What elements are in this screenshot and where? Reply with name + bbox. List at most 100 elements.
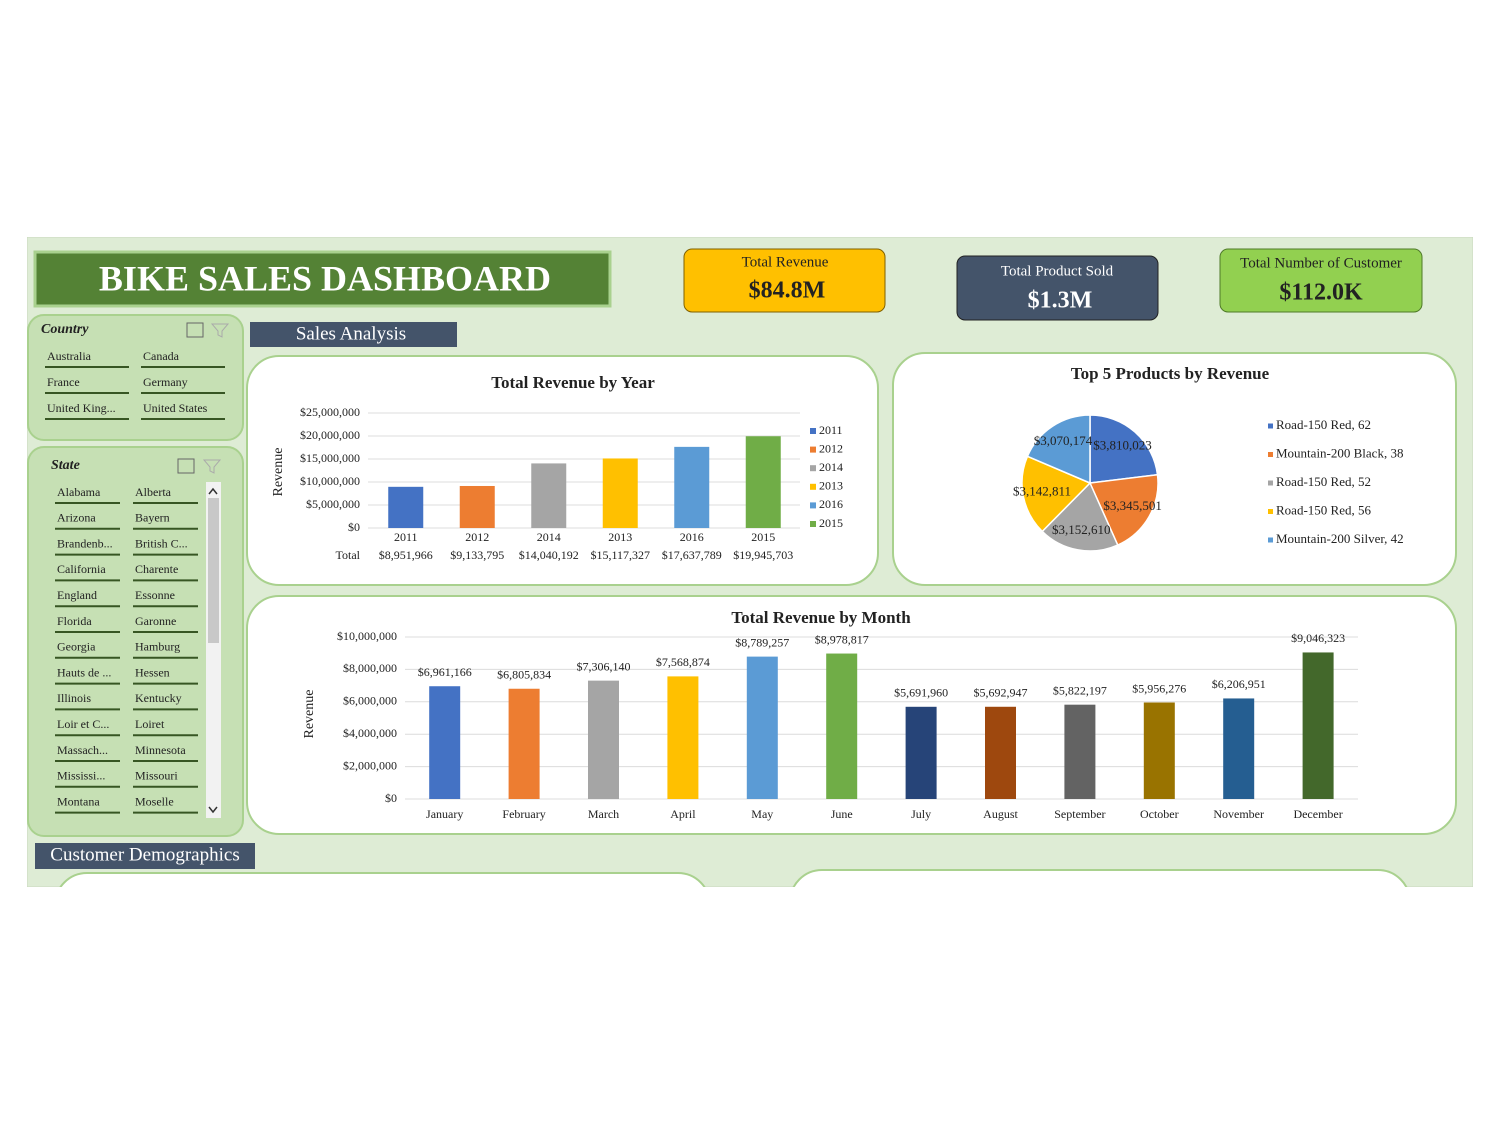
slicer-item[interactable]: Montana <box>57 794 100 808</box>
x-tick-label: 2014 <box>537 530 561 544</box>
legend-swatch <box>1268 537 1273 543</box>
slicer-item[interactable]: Australia <box>47 349 92 363</box>
slicer-item[interactable]: Moselle <box>135 794 174 808</box>
legend-swatch <box>1268 480 1273 486</box>
bar <box>674 446 710 528</box>
slicer-item[interactable]: United King... <box>47 401 116 415</box>
slicer-item[interactable]: Kentucky <box>135 691 182 705</box>
slicer-item[interactable]: Loiret <box>135 717 165 731</box>
slicer-item[interactable]: Brandenb... <box>57 536 113 550</box>
data-label: $7,306,140 <box>577 659 631 673</box>
bar <box>826 653 858 799</box>
kpi-value: $112.0K <box>1279 280 1363 306</box>
bar <box>388 486 424 528</box>
slicer-item[interactable]: British C... <box>135 536 188 550</box>
data-label: $9,133,795 <box>450 548 504 562</box>
x-tick-label: May <box>751 807 773 821</box>
y-tick-label: $8,000,000 <box>343 661 397 675</box>
slicer-item[interactable]: California <box>57 562 106 576</box>
bar <box>588 680 619 799</box>
data-label: $7,568,874 <box>656 655 710 669</box>
data-label: $17,637,789 <box>662 548 722 562</box>
slicer-item[interactable]: Alabama <box>57 485 101 499</box>
scroll-up[interactable] <box>208 487 218 495</box>
data-label: $5,692,947 <box>974 686 1028 700</box>
slicer-item[interactable]: Hamburg <box>135 640 180 654</box>
legend-label: 2012 <box>819 441 843 455</box>
slicer-item[interactable]: Hessen <box>135 665 170 679</box>
x-tick-label: July <box>911 807 931 821</box>
y-tick-label: $2,000,000 <box>343 758 397 772</box>
slicer-item[interactable]: England <box>57 588 97 602</box>
kpi-card <box>683 248 886 313</box>
multi-select-icon[interactable] <box>177 458 195 474</box>
legend-label: Road-150 Red, 56 <box>1276 502 1371 517</box>
bar <box>667 676 699 799</box>
clear-filter-icon[interactable] <box>210 323 230 338</box>
slicer-item[interactable]: Arizona <box>57 511 96 525</box>
slicer-item[interactable]: United States <box>143 401 208 415</box>
bar <box>746 656 778 799</box>
slicer-item[interactable]: Missouri <box>135 769 178 783</box>
data-label: $3,070,174 <box>1034 433 1093 448</box>
chart-title: Total Revenue by Month <box>731 608 911 627</box>
x-tick-label: June <box>831 807 853 821</box>
kpi-label: Total Revenue <box>742 254 829 270</box>
x-tick-label: October <box>1140 807 1179 821</box>
slicer-item[interactable]: Alberta <box>135 485 172 499</box>
y-tick-label: $20,000,000 <box>300 428 360 442</box>
data-label: $19,945,703 <box>733 548 793 562</box>
slicer-item[interactable]: Minnesota <box>135 743 186 757</box>
data-label: $5,956,276 <box>1132 681 1186 695</box>
slicer-item[interactable]: Essonne <box>135 588 175 602</box>
legend-swatch <box>810 446 816 453</box>
legend-label: Mountain-200 Silver, 42 <box>1276 531 1404 546</box>
data-label: $3,142,811 <box>1013 483 1071 498</box>
slicer-item[interactable]: France <box>47 375 80 389</box>
x-tick-label: March <box>588 807 619 821</box>
slicer-item[interactable]: Hauts de ... <box>57 665 111 679</box>
slicer-item[interactable]: Canada <box>143 349 180 363</box>
section-label-bg <box>250 322 457 347</box>
x-tick-label: August <box>983 807 1018 821</box>
section-label-bg <box>35 843 255 869</box>
legend-label: Mountain-200 Black, 38 <box>1276 445 1403 460</box>
bar <box>531 463 567 528</box>
scroll-thumb[interactable] <box>208 498 219 643</box>
x-tick-label: December <box>1293 807 1342 821</box>
country-slicer[interactable] <box>27 314 244 441</box>
data-label: $8,951,966 <box>379 548 433 562</box>
state-slicer[interactable] <box>27 446 244 837</box>
slicer-item[interactable]: Florida <box>57 614 92 628</box>
legend-swatch <box>810 428 816 434</box>
slicer-item[interactable]: Bayern <box>135 511 170 525</box>
x-tick-label: 2015 <box>751 530 775 544</box>
kpi-card <box>956 255 1159 321</box>
slicer-item[interactable]: Massach... <box>57 743 108 757</box>
section-label: Sales Analysis <box>296 323 406 344</box>
bar <box>1064 704 1096 799</box>
legend-label: 2014 <box>819 460 843 474</box>
clear-filter-icon[interactable] <box>202 459 222 474</box>
chart-panel <box>792 869 1408 887</box>
slicer-item[interactable]: Charente <box>135 562 178 576</box>
kpi-value: $1.3M <box>1028 288 1093 314</box>
bar <box>602 458 638 528</box>
slicer-item[interactable]: Mississi... <box>57 769 105 783</box>
multi-select-icon[interactable] <box>186 322 204 338</box>
slicer-item[interactable]: Garonne <box>135 614 176 628</box>
data-label: $14,040,192 <box>519 548 579 562</box>
slicer-item[interactable]: Georgia <box>57 640 96 654</box>
y-tick-label: $10,000,000 <box>337 629 397 643</box>
slicer-item[interactable]: Illinois <box>57 691 91 705</box>
slicer-item[interactable]: Loir et C... <box>57 717 109 731</box>
chart-title: Top 5 Products by Revenue <box>1071 364 1270 383</box>
slicer-item[interactable]: Germany <box>143 375 188 389</box>
section-label: Customer Demographics <box>50 844 239 865</box>
bar <box>459 485 495 528</box>
kpi-label: Total Number of Customer <box>1240 255 1402 271</box>
scroll-down[interactable] <box>208 806 218 814</box>
chart-panel <box>59 872 706 887</box>
x-tick-label: February <box>502 807 545 821</box>
y-tick-label: $10,000,000 <box>300 474 360 488</box>
